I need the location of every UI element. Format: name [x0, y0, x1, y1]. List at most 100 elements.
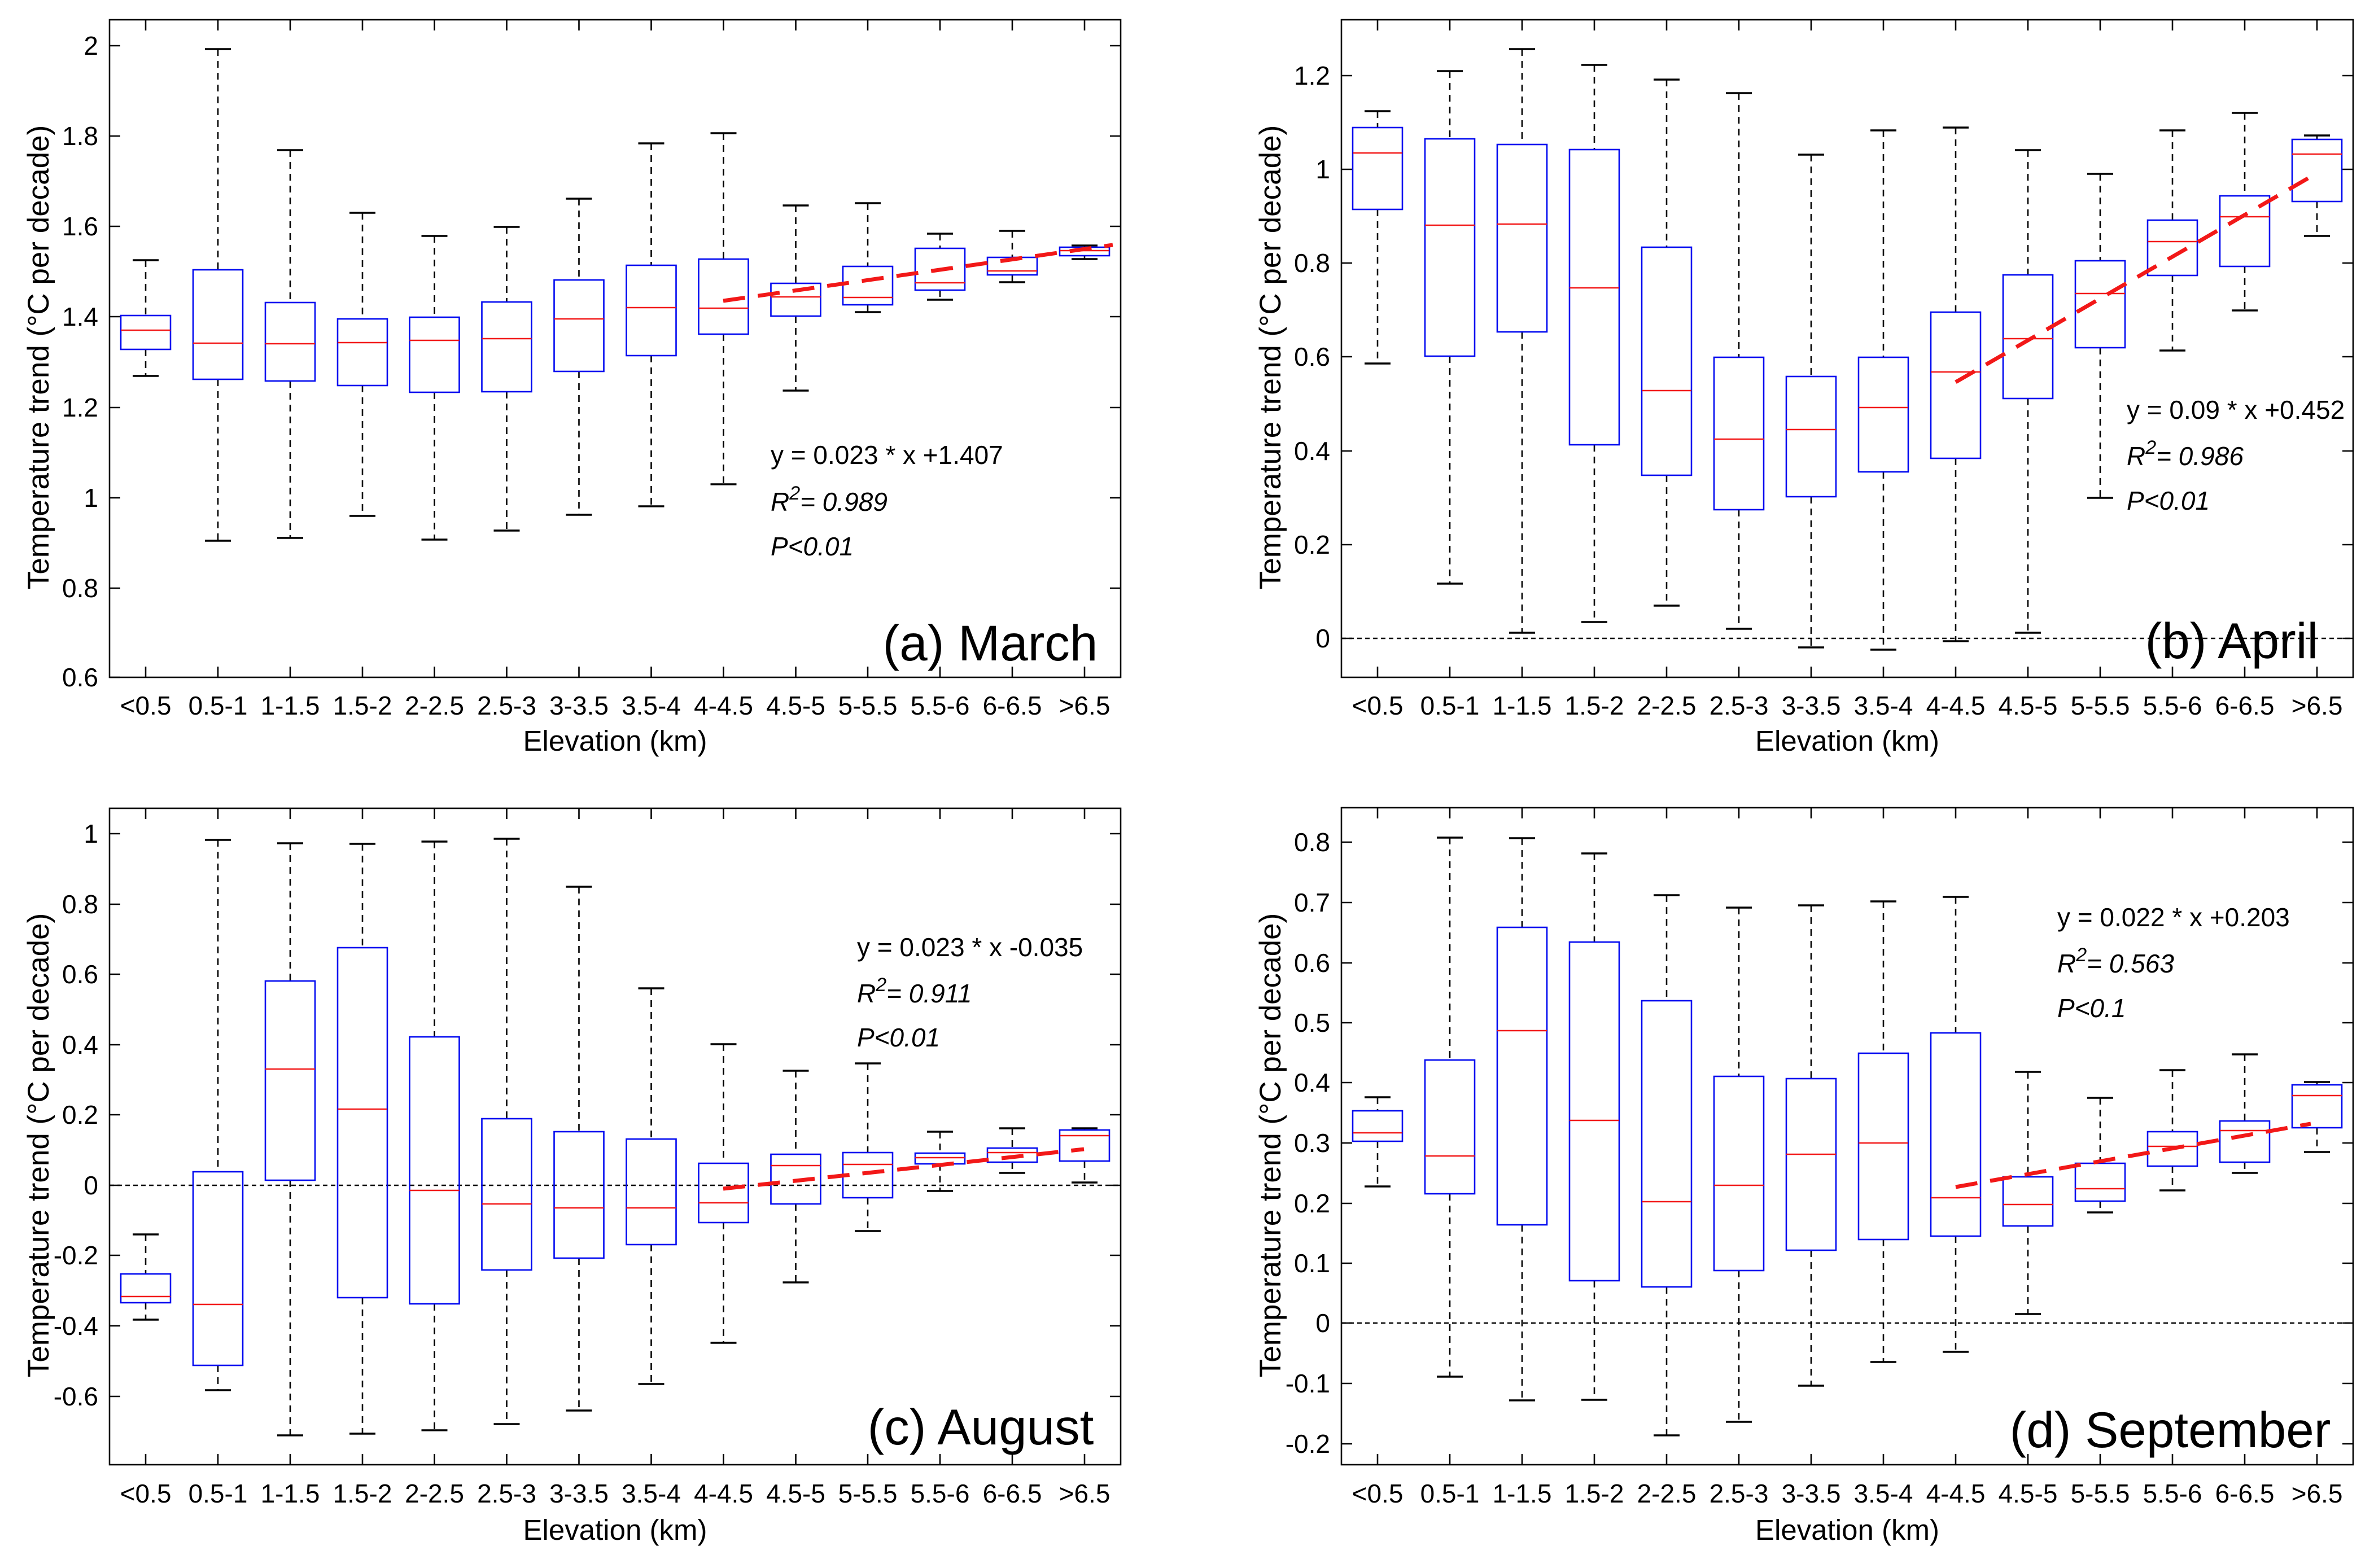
- svg-text:5.5-6: 5.5-6: [2143, 691, 2202, 720]
- svg-text:3-3.5: 3-3.5: [549, 691, 609, 720]
- svg-text:0.1: 0.1: [1294, 1249, 1330, 1278]
- svg-text:3.5-4: 3.5-4: [1854, 1479, 1913, 1508]
- svg-text:R2= 0.986: R2= 0.986: [2127, 437, 2244, 471]
- svg-text:(c) August: (c) August: [868, 1399, 1094, 1455]
- svg-text:0.6: 0.6: [62, 960, 98, 989]
- svg-text:1.4: 1.4: [62, 302, 98, 331]
- svg-text:0.5-1: 0.5-1: [1420, 691, 1480, 720]
- svg-text:1: 1: [84, 819, 98, 848]
- svg-text:R2= 0.989: R2= 0.989: [771, 483, 887, 516]
- svg-text:(a) March: (a) March: [883, 615, 1098, 671]
- svg-text:0.2: 0.2: [1294, 530, 1330, 559]
- svg-text:0.6: 0.6: [1294, 342, 1330, 371]
- svg-text:3.5-4: 3.5-4: [1854, 691, 1913, 720]
- svg-text:0.8: 0.8: [62, 573, 98, 603]
- svg-text:1-1.5: 1-1.5: [1493, 1479, 1552, 1508]
- svg-text:1.5-2: 1.5-2: [1565, 691, 1624, 720]
- svg-text:Temperature trend (°C per deca: Temperature trend (°C per decade): [22, 125, 55, 589]
- svg-text:0.5: 0.5: [1294, 1008, 1330, 1037]
- svg-text:2-2.5: 2-2.5: [1637, 691, 1697, 720]
- svg-text:1: 1: [1315, 155, 1330, 184]
- svg-text:3.5-4: 3.5-4: [622, 1479, 681, 1508]
- svg-text:6-6.5: 6-6.5: [983, 691, 1042, 720]
- svg-text:1.5-2: 1.5-2: [333, 1479, 392, 1508]
- svg-text:1.2: 1.2: [62, 393, 98, 422]
- svg-text:Elevation (km): Elevation (km): [1755, 725, 1939, 757]
- svg-text:P<0.01: P<0.01: [2127, 486, 2210, 515]
- svg-text:1-1.5: 1-1.5: [1493, 691, 1552, 720]
- svg-text:0.7: 0.7: [1294, 888, 1330, 917]
- svg-text:6-6.5: 6-6.5: [2215, 1479, 2275, 1508]
- svg-text:0: 0: [1315, 624, 1330, 653]
- svg-text:(b) April: (b) April: [2145, 612, 2319, 669]
- svg-text:1.2: 1.2: [1294, 61, 1330, 90]
- svg-text:<0.5: <0.5: [1352, 691, 1404, 720]
- svg-text:3-3.5: 3-3.5: [549, 1479, 609, 1508]
- svg-text:Elevation (km): Elevation (km): [523, 1514, 707, 1546]
- svg-text:0.4: 0.4: [62, 1030, 98, 1059]
- svg-text:-0.2: -0.2: [1286, 1429, 1330, 1458]
- svg-text:5.5-6: 5.5-6: [2143, 1479, 2202, 1508]
- svg-text:4-4.5: 4-4.5: [694, 691, 753, 720]
- svg-text:>6.5: >6.5: [2292, 1479, 2343, 1508]
- svg-text:Elevation (km): Elevation (km): [523, 725, 707, 757]
- svg-text:4.5-5: 4.5-5: [1999, 691, 2058, 720]
- svg-text:0.8: 0.8: [1294, 827, 1330, 857]
- svg-text:2.5-3: 2.5-3: [477, 691, 536, 720]
- svg-text:5-5.5: 5-5.5: [2071, 691, 2130, 720]
- svg-text:0: 0: [1315, 1308, 1330, 1338]
- svg-text:P<0.01: P<0.01: [857, 1023, 940, 1052]
- svg-text:1.8: 1.8: [62, 121, 98, 151]
- svg-text:<0.5: <0.5: [1352, 1479, 1404, 1508]
- svg-text:2: 2: [84, 31, 98, 60]
- svg-text:0.4: 0.4: [1294, 1068, 1330, 1097]
- svg-text:2-2.5: 2-2.5: [405, 1479, 464, 1508]
- svg-text:6-6.5: 6-6.5: [2215, 691, 2275, 720]
- svg-text:5.5-6: 5.5-6: [911, 1479, 970, 1508]
- svg-text:Temperature trend (°C per deca: Temperature trend (°C per decade): [1254, 125, 1287, 589]
- svg-text:0: 0: [84, 1171, 98, 1200]
- svg-text:1.5-2: 1.5-2: [1565, 1479, 1624, 1508]
- svg-text:4-4.5: 4-4.5: [1926, 1479, 1986, 1508]
- svg-text:0.2: 0.2: [62, 1100, 98, 1129]
- svg-text:0.6: 0.6: [1294, 948, 1330, 978]
- svg-text:P<0.01: P<0.01: [771, 532, 854, 561]
- svg-text:1: 1: [84, 483, 98, 513]
- svg-text:>6.5: >6.5: [1059, 691, 1111, 720]
- svg-text:0.4: 0.4: [1294, 436, 1330, 466]
- svg-text:4.5-5: 4.5-5: [766, 1479, 825, 1508]
- svg-text:4-4.5: 4-4.5: [1926, 691, 1986, 720]
- svg-text:4.5-5: 4.5-5: [766, 691, 825, 720]
- svg-text:Temperature trend (°C per deca: Temperature trend (°C per decade): [1254, 913, 1287, 1377]
- svg-text:0.8: 0.8: [1294, 248, 1330, 278]
- svg-text:y = 0.022 * x +0.203: y = 0.022 * x +0.203: [2057, 903, 2290, 932]
- svg-text:1.6: 1.6: [62, 212, 98, 241]
- svg-text:0.5-1: 0.5-1: [189, 691, 248, 720]
- svg-text:y = 0.023 * x +1.407: y = 0.023 * x +1.407: [771, 440, 1003, 470]
- svg-text:>6.5: >6.5: [2292, 691, 2343, 720]
- svg-text:R2= 0.911: R2= 0.911: [857, 974, 972, 1008]
- svg-text:3.5-4: 3.5-4: [622, 691, 681, 720]
- svg-text:Elevation (km): Elevation (km): [1755, 1514, 1939, 1546]
- svg-text:2-2.5: 2-2.5: [1637, 1479, 1697, 1508]
- svg-text:-0.2: -0.2: [54, 1241, 98, 1270]
- svg-text:P<0.1: P<0.1: [2057, 993, 2126, 1023]
- svg-text:5.5-6: 5.5-6: [911, 691, 970, 720]
- svg-text:1-1.5: 1-1.5: [261, 1479, 320, 1508]
- svg-text:0.2: 0.2: [1294, 1189, 1330, 1218]
- svg-text:2.5-3: 2.5-3: [1710, 691, 1769, 720]
- svg-text:2.5-3: 2.5-3: [1710, 1479, 1769, 1508]
- svg-text:4-4.5: 4-4.5: [694, 1479, 753, 1508]
- svg-text:4.5-5: 4.5-5: [1999, 1479, 2058, 1508]
- svg-text:1-1.5: 1-1.5: [261, 691, 320, 720]
- svg-text:0.6: 0.6: [62, 663, 98, 692]
- svg-text:0.5-1: 0.5-1: [189, 1479, 248, 1508]
- svg-text:6-6.5: 6-6.5: [983, 1479, 1042, 1508]
- svg-text:0.5-1: 0.5-1: [1420, 1479, 1480, 1508]
- svg-text:-0.4: -0.4: [54, 1311, 98, 1341]
- svg-text:2-2.5: 2-2.5: [405, 691, 464, 720]
- svg-text:<0.5: <0.5: [120, 691, 172, 720]
- svg-text:5-5.5: 5-5.5: [838, 1479, 898, 1508]
- svg-text:<0.5: <0.5: [120, 1479, 172, 1508]
- svg-text:>6.5: >6.5: [1059, 1479, 1111, 1508]
